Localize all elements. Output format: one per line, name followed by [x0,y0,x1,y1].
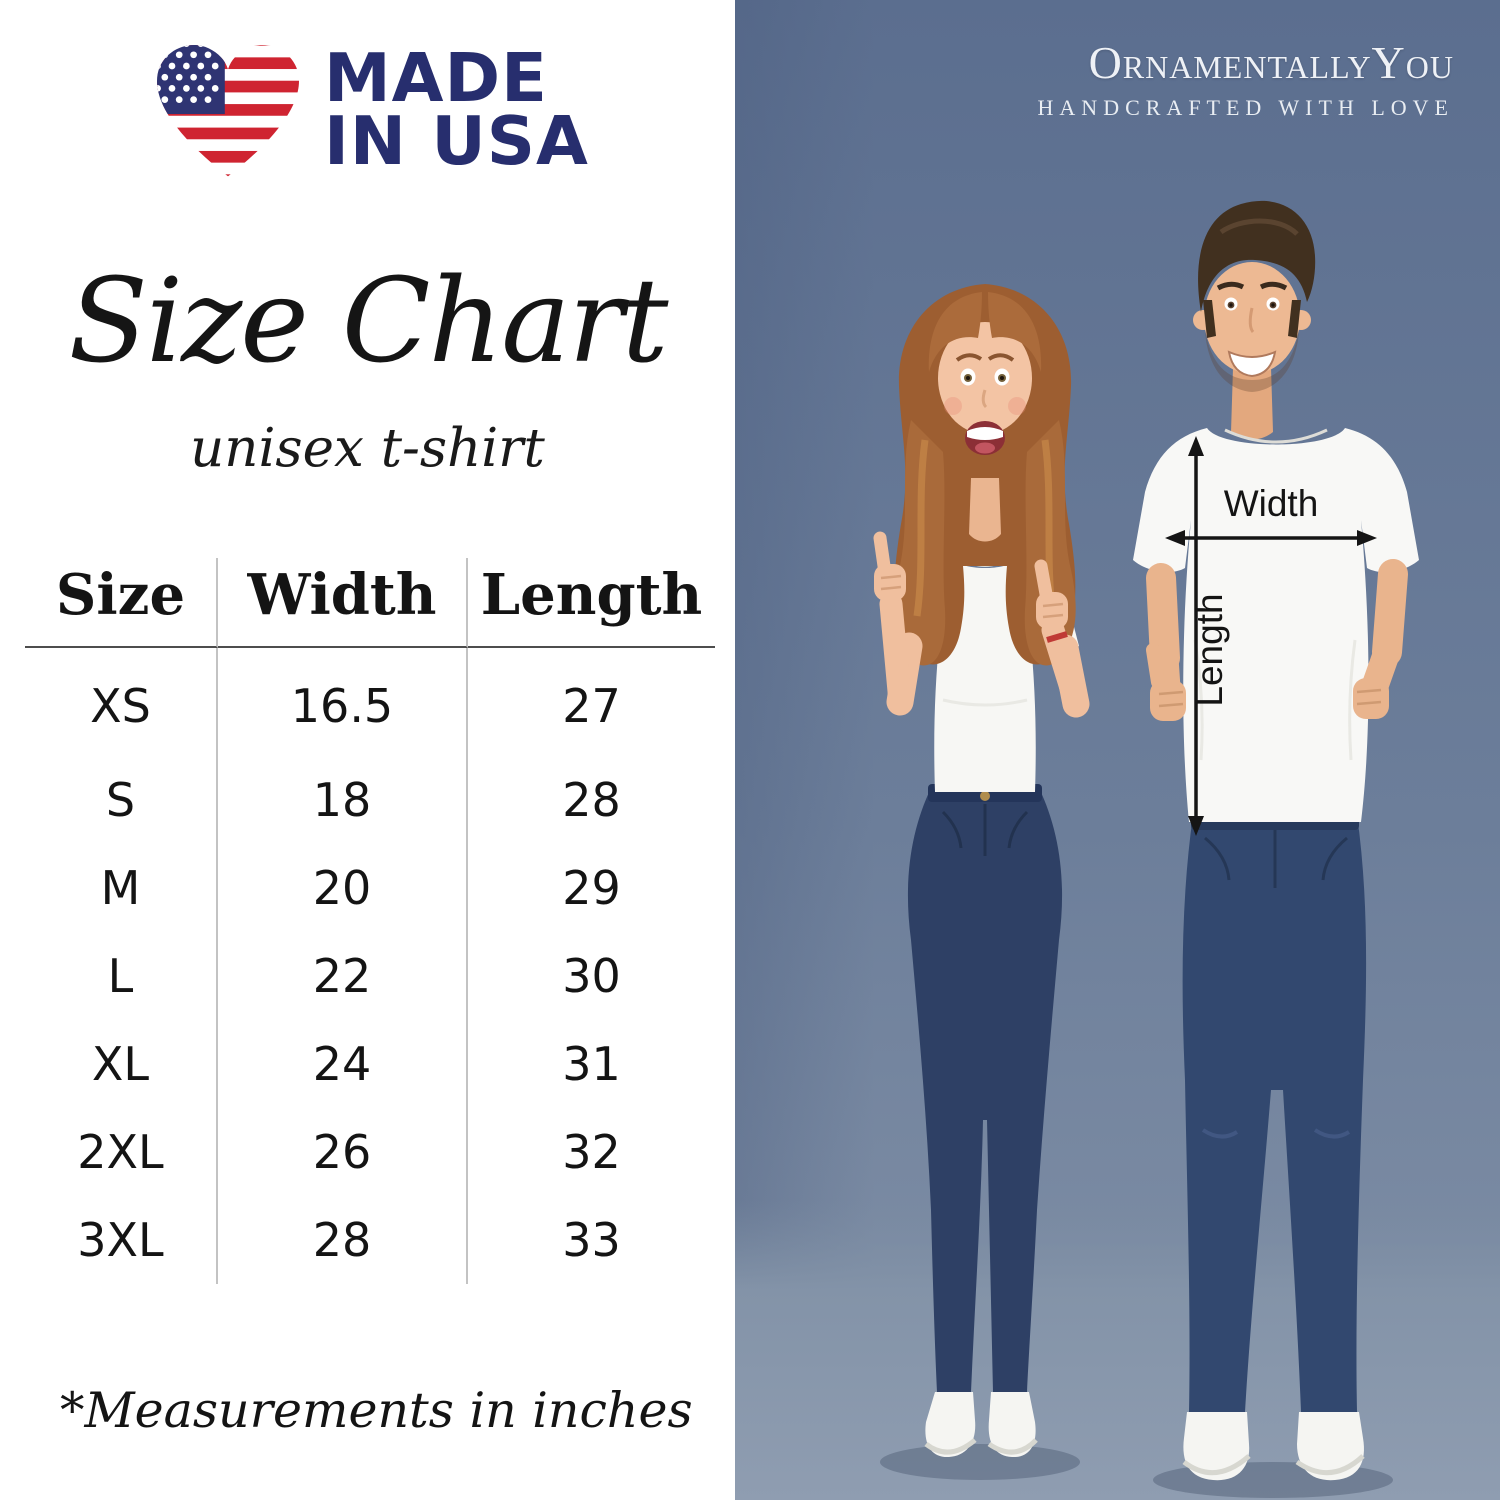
column-header-size: Size [25,558,218,648]
table-cell: 18 [218,756,468,844]
table-cell: XL [25,1020,218,1108]
made-in-usa-text: MADE IN USA [324,39,589,180]
table-cell: 20 [218,844,468,932]
table-cell: 16.5 [218,648,468,756]
table-cell: 26 [218,1108,468,1196]
table-cell: L [25,932,218,1020]
table-cell: 33 [562,1213,621,1267]
woman-figure [873,284,1090,1458]
table-cell: 2XL [25,1108,218,1196]
brand-tagline: HANDCRAFTED WITH LOVE [1037,95,1454,120]
width-arrow [1165,530,1377,546]
size-table: Size Width Length XS 16.5 27 S 18 28 M 20 29 L 22 3… [25,558,715,1284]
brand-block: OrnamentallyYou HANDCRAFTED WITH LOVE [1038,40,1454,121]
table-cell: S [25,756,218,844]
table-cell: 24 [218,1020,468,1108]
measurements-note: *Measurements in inches [60,1382,693,1439]
size-chart-panel: MADE IN USA Size Chart unisex t-shirt Si… [0,0,735,1500]
made-in-usa-badge: MADE IN USA [148,34,589,186]
measurement-annotations: Width Length [1165,436,1377,836]
width-label: Width [1224,483,1319,524]
table-cell: XS [25,648,218,756]
badge-line-1: MADE [324,39,548,118]
table-cell: 30 [562,949,621,1003]
table-cell: 32 [562,1125,621,1179]
usa-flag-heart-icon [156,44,300,177]
couple-photo-illustration: Width Length [735,0,1500,1500]
brand-name: OrnamentallyYou [1088,37,1454,88]
page-subtitle: unisex t-shirt [190,418,545,479]
column-header-width: Width [218,558,468,648]
studio-floor [735,1200,1500,1500]
man-figure [1133,200,1419,1481]
table-cell: 28 [562,773,621,827]
table-cell: 22 [218,932,468,1020]
table-cell: 3XL [25,1196,218,1284]
table-cell: 28 [218,1196,468,1284]
table-cell: 31 [562,1037,621,1091]
table-cell: 29 [562,861,621,915]
column-header-length: Length [468,558,715,648]
table-cell: 27 [562,679,621,733]
woman-floor-shadow [880,1444,1080,1480]
couple-photo: Width Length OrnamentallyYou HANDCRAFTED… [735,0,1500,1500]
table-cell: M [25,844,218,932]
badge-line-2: IN USA [324,102,589,180]
length-arrow [1188,436,1204,836]
page-title: Size Chart [68,254,669,389]
length-label: Length [1189,593,1230,706]
